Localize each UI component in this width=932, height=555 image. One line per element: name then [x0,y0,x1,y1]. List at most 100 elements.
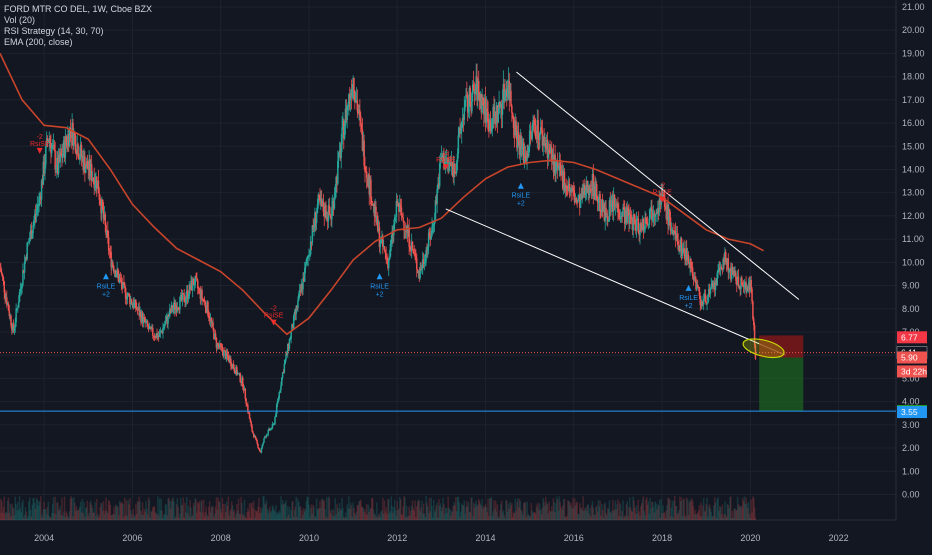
volume-bar [669,516,672,520]
candle-body [66,142,68,146]
volume-bar [461,505,464,520]
volume-bar [688,502,690,520]
candle-body [573,190,575,195]
volume-bar [662,505,664,520]
candle-body [512,117,515,129]
volume-bar [631,511,634,520]
candle-body [687,254,690,263]
volume-bar [424,516,427,520]
volume-bar [235,513,237,520]
volume-bar [664,517,667,520]
candle-body [123,282,125,284]
candle-body [410,241,413,251]
volume-bar [433,512,436,520]
volume-bar [11,507,14,520]
volume-bar [379,516,382,520]
volume-bar [700,502,702,520]
candle-body [650,206,652,210]
volume-bar [670,507,673,520]
volume-bar [164,504,167,520]
candle-body [614,204,617,206]
legend: FORD MTR CO DEL, 1W, Cboe BZX Vol (20) R… [4,4,152,48]
volume-bar [645,499,647,520]
candle-body [663,194,666,208]
candle-body [547,149,550,159]
volume-bar [444,514,446,520]
candle-body [395,200,398,218]
legend-ema[interactable]: EMA (200, close) [4,37,73,47]
candle-body [23,270,25,273]
candle-body [655,212,657,215]
candle-body [28,241,30,243]
volume-bar [421,500,423,520]
candle-body [726,258,729,265]
volume-bar [435,505,438,520]
legend-volume[interactable]: Vol (20) [4,15,36,25]
volume-bar [486,512,488,520]
candle-body [183,294,185,302]
volume-bar [343,517,346,520]
volume-bar [291,501,293,520]
candle-body [628,210,630,224]
candle-body [68,134,70,147]
candle-body [219,343,221,348]
candle-body [483,98,486,115]
legend-strategy[interactable]: RSI Strategy (14, 30, 70) [4,26,104,36]
candle-body [635,218,638,231]
volume-bar [246,512,248,520]
volume-bar [499,510,501,520]
candle-body [280,385,282,391]
candle-body [719,267,721,269]
candle-body [500,104,503,115]
candle-body [118,274,120,283]
candle-body [737,276,740,287]
volume-bar [321,498,324,520]
volume-bar [255,511,258,520]
volume-bar [421,513,424,520]
volume-bar [180,504,183,520]
volume-bar [326,497,328,520]
volume-bar [427,506,429,520]
candle-body [437,183,439,190]
volume-bar [223,517,225,520]
volume-bar [16,510,18,520]
candle-body [105,224,107,236]
volume-bar [737,504,740,520]
volume-bar [260,512,263,520]
volume-bar [299,506,302,520]
volume-bar [309,507,312,520]
candle-body [370,179,372,204]
volume-bar [241,502,243,520]
volume-bar [176,498,179,520]
candle-body [235,366,237,374]
candle-body [331,207,333,220]
candle-body [158,332,161,337]
volume-bar [650,508,652,520]
volume-bar [469,512,471,520]
volume-bar [59,506,62,520]
candle-body [751,288,753,302]
candle-body [51,145,54,147]
legend-symbol[interactable]: FORD MTR CO DEL, 1W, Cboe BZX [4,4,153,14]
volume-bar [607,508,610,520]
volume-bar [18,496,21,520]
volume-bar [432,499,435,520]
candle-body [618,211,620,218]
volume-bar [102,501,105,520]
candle-body [295,306,297,315]
volume-bar [156,514,158,520]
volume-bar [10,516,12,520]
volume-bar [94,502,96,520]
y-tick-label: 2.00 [902,443,920,453]
candle-body [483,104,485,115]
candle-body [30,230,33,239]
candle-body [736,276,739,285]
candle-body [383,246,386,251]
candle-body [627,207,629,211]
volume-bar [512,512,515,520]
volume-bar [174,516,177,520]
candle-body [623,209,626,224]
candle-body [247,411,250,413]
